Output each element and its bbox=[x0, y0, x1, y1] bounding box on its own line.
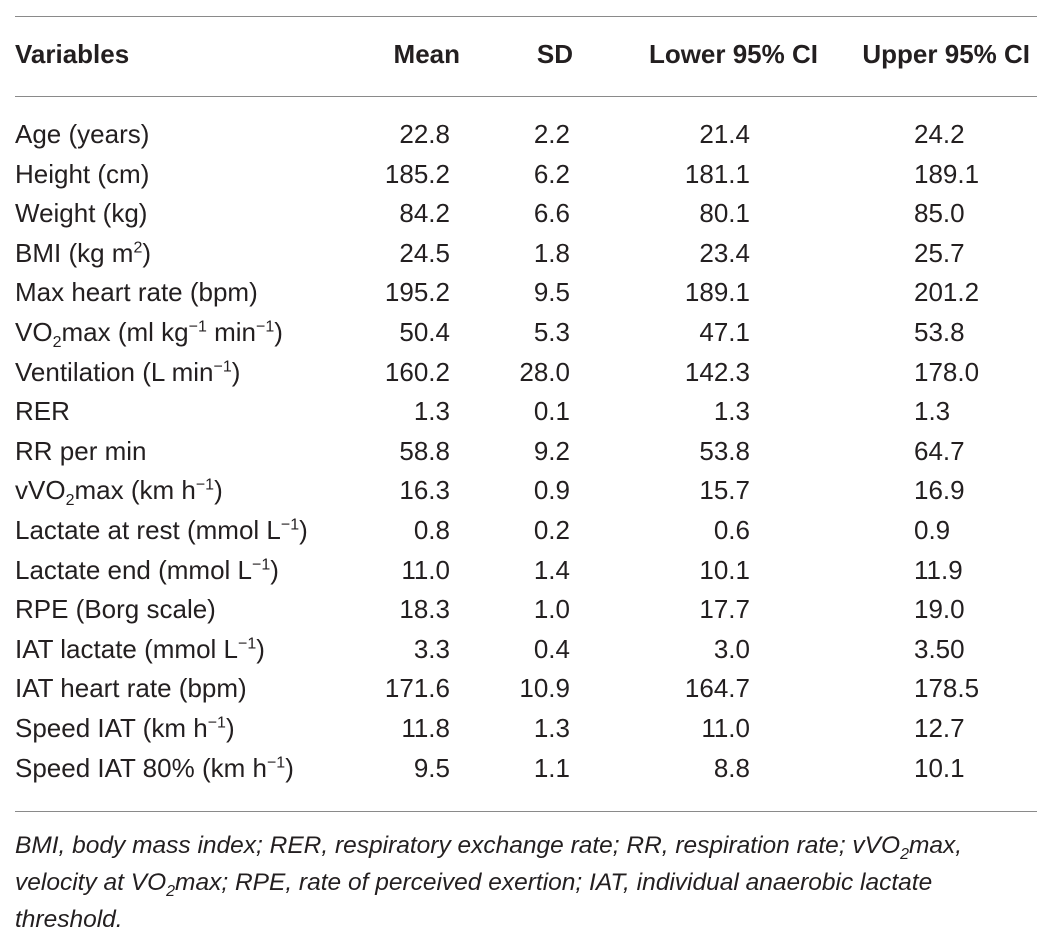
cell-lower-ci: 181.1 bbox=[684, 158, 750, 189]
cell-mean: 84.2 bbox=[399, 198, 450, 229]
cell-upper-ci: 0.9 bbox=[914, 515, 951, 545]
cell-mean: 3.3 bbox=[413, 633, 450, 664]
table-header-rule bbox=[15, 96, 1037, 97]
cell-sd: 1.0 bbox=[533, 594, 570, 625]
cell-mean: 0.8 bbox=[413, 515, 450, 545]
cell-mean: 195.2 bbox=[384, 277, 450, 308]
cell-lower-ci: 0.6 bbox=[713, 515, 750, 545]
cell-upper-ci: 85.0 bbox=[914, 198, 965, 229]
table-bottom-rule bbox=[15, 811, 1037, 812]
cell-lower-ci: 3.0 bbox=[713, 633, 750, 664]
table-top-rule bbox=[15, 16, 1037, 17]
cell-lower-ci: 189.1 bbox=[684, 277, 750, 308]
cell-sd: 9.2 bbox=[533, 435, 570, 466]
cell-mean: 18.3 bbox=[399, 594, 450, 625]
cell-mean: 11.0 bbox=[401, 554, 450, 585]
header-variables: Variables bbox=[15, 39, 130, 69]
cell-variable: RPE (Borg scale) bbox=[15, 594, 216, 625]
header-lower-ci: Lower 95% CI bbox=[648, 39, 818, 69]
cell-sd: 10.9 bbox=[519, 673, 570, 704]
cell-sd: 28.0 bbox=[519, 356, 570, 387]
cell-variable: IAT heart rate (bpm) bbox=[15, 673, 247, 704]
table-header-row: Variables Mean SD Lower 95% CI Upper 95%… bbox=[15, 39, 1037, 79]
cell-lower-ci: 142.3 bbox=[684, 356, 750, 387]
cell-upper-ci: 1.3 bbox=[914, 396, 951, 427]
cell-mean: 16.3 bbox=[399, 475, 450, 506]
cell-upper-ci: 12.7 bbox=[914, 713, 965, 743]
cell-mean: 11.8 bbox=[401, 713, 450, 743]
cell-sd: 1.8 bbox=[533, 237, 570, 268]
cell-upper-ci: 3.50 bbox=[914, 633, 965, 664]
cell-lower-ci: 10.1 bbox=[699, 554, 750, 585]
cell-sd: 2.2 bbox=[533, 119, 570, 149]
header-upper-ci: Upper 95% CI bbox=[862, 39, 1030, 69]
cell-mean: 160.2 bbox=[384, 356, 450, 387]
cell-variable: Age (years) bbox=[15, 119, 150, 149]
cell-lower-ci: 23.4 bbox=[699, 237, 750, 268]
cell-sd: 0.4 bbox=[533, 633, 570, 664]
cell-sd: 0.1 bbox=[533, 396, 570, 427]
cell-upper-ci: 16.9 bbox=[914, 475, 965, 506]
cell-sd: 5.3 bbox=[533, 317, 570, 347]
cell-sd: 6.6 bbox=[533, 198, 570, 229]
cell-sd: 9.5 bbox=[533, 277, 570, 308]
header-mean: Mean bbox=[393, 39, 460, 69]
cell-sd: 0.9 bbox=[533, 475, 570, 506]
cell-mean: 24.5 bbox=[399, 237, 450, 268]
cell-upper-ci: 178.0 bbox=[914, 356, 980, 387]
cell-variable: Ventilation (L min−1) bbox=[15, 356, 241, 387]
cell-sd: 0.2 bbox=[533, 515, 570, 545]
cell-variable: VO2max (ml kg−1 min−1) bbox=[15, 317, 283, 352]
cell-sd: 1.4 bbox=[533, 554, 570, 585]
cell-variable: Weight (kg) bbox=[15, 198, 148, 229]
cell-lower-ci: 21.4 bbox=[699, 119, 750, 149]
cell-lower-ci: 1.3 bbox=[713, 396, 750, 427]
cell-variable: RER bbox=[15, 396, 70, 427]
cell-lower-ci: 47.1 bbox=[699, 317, 750, 347]
cell-sd: 6.2 bbox=[533, 158, 570, 189]
cell-mean: 185.2 bbox=[384, 158, 450, 189]
cell-lower-ci: 164.7 bbox=[684, 673, 750, 704]
cell-lower-ci: 17.7 bbox=[699, 594, 750, 625]
cell-lower-ci: 80.1 bbox=[699, 198, 750, 229]
cell-variable: RR per min bbox=[15, 435, 147, 466]
cell-variable: Height (cm) bbox=[15, 158, 150, 189]
cell-mean: 171.6 bbox=[384, 673, 450, 704]
cell-sd: 1.1 bbox=[533, 752, 570, 783]
cell-variable: Max heart rate (bpm) bbox=[15, 277, 258, 308]
cell-mean: 58.8 bbox=[399, 435, 450, 466]
cell-sd: 1.3 bbox=[533, 713, 570, 743]
cell-lower-ci: 15.7 bbox=[699, 475, 750, 506]
cell-mean: 1.3 bbox=[413, 396, 450, 427]
cell-mean: 50.4 bbox=[399, 317, 450, 347]
cell-lower-ci: 11.0 bbox=[701, 713, 750, 743]
cell-variable: Lactate end (mmol L−1) bbox=[15, 554, 279, 585]
cell-upper-ci: 25.7 bbox=[914, 237, 965, 268]
cell-variable: vVO2max (km h−1) bbox=[15, 475, 223, 510]
cell-upper-ci: 201.2 bbox=[914, 277, 980, 308]
cell-upper-ci: 24.2 bbox=[914, 119, 965, 149]
cell-variable: BMI (kg m2) bbox=[15, 237, 152, 268]
cell-upper-ci: 53.8 bbox=[914, 317, 965, 347]
table-footnote: BMI, body mass index; RER, respiratory e… bbox=[15, 832, 963, 933]
cell-variable: Lactate at rest (mmol L−1) bbox=[15, 515, 308, 545]
header-sd: SD bbox=[536, 39, 573, 69]
cell-upper-ci: 19.0 bbox=[914, 594, 965, 625]
cell-variable: Speed IAT 80% (km h−1) bbox=[15, 752, 294, 783]
cell-upper-ci: 178.5 bbox=[914, 673, 980, 704]
cell-variable: Speed IAT (km h−1) bbox=[15, 713, 235, 743]
cell-upper-ci: 10.1 bbox=[914, 752, 965, 783]
cell-lower-ci: 53.8 bbox=[699, 435, 750, 466]
cell-variable: IAT lactate (mmol L−1) bbox=[15, 633, 265, 664]
cell-mean: 22.8 bbox=[399, 119, 450, 149]
cell-mean: 9.5 bbox=[413, 752, 450, 783]
cell-upper-ci: 189.1 bbox=[914, 158, 980, 189]
cell-upper-ci: 64.7 bbox=[914, 435, 965, 466]
cell-lower-ci: 8.8 bbox=[713, 752, 750, 783]
cell-upper-ci: 11.9 bbox=[914, 554, 963, 585]
